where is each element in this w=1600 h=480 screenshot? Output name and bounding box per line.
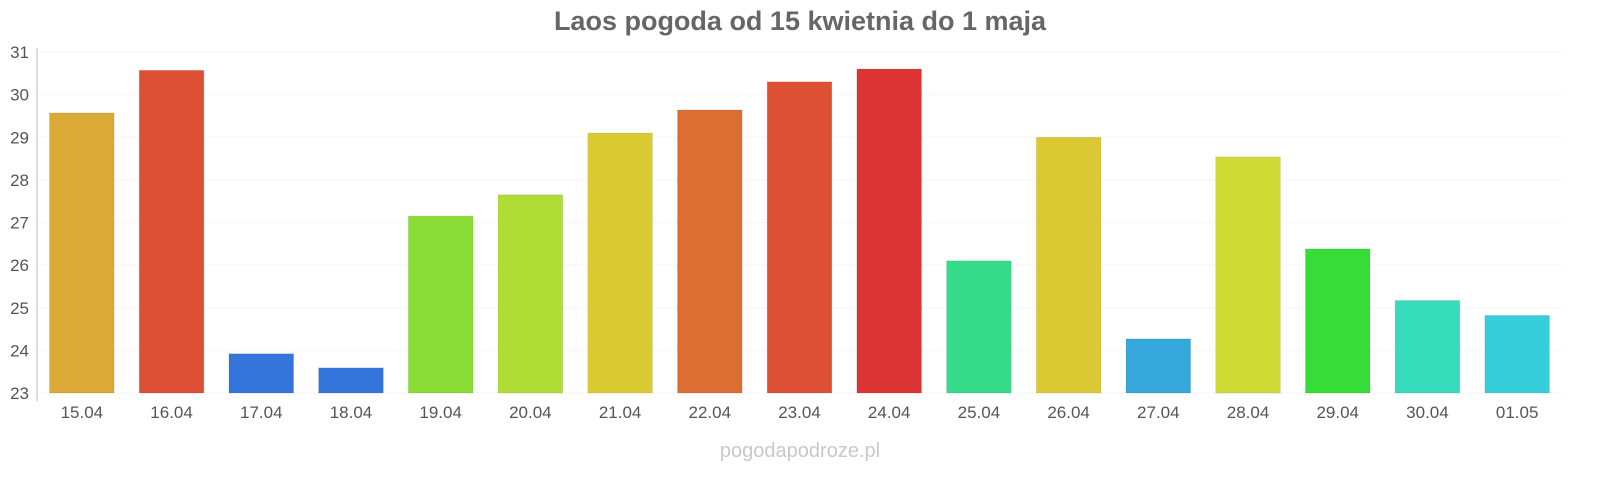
y-tick-label: 25 <box>10 299 29 318</box>
watermark: pogodapodroze.pl <box>719 440 881 462</box>
y-tick-label: 23 <box>10 384 29 403</box>
x-tick-label: 01.05 <box>1496 403 1539 422</box>
bar-26.04 <box>1035 136 1102 394</box>
bar-24.04 <box>856 68 922 394</box>
y-tick-label: 27 <box>10 214 29 233</box>
bar-20.04 <box>497 194 564 394</box>
x-tick-label: 18.04 <box>330 403 373 422</box>
y-tick-label: 28 <box>10 171 29 190</box>
x-tick-label: 24.04 <box>868 403 911 422</box>
x-tick-label: 15.04 <box>61 403 104 422</box>
bar-29.04 <box>1304 248 1371 394</box>
bar-16.04 <box>138 69 205 394</box>
x-tick-label: 30.04 <box>1406 403 1449 422</box>
bar-17.04 <box>228 353 295 394</box>
x-tick-label: 19.04 <box>419 403 462 422</box>
bar-01.05 <box>1484 314 1550 394</box>
x-tick-label: 22.04 <box>689 403 732 422</box>
x-tick-label: 26.04 <box>1047 403 1090 422</box>
y-tick-label: 26 <box>10 256 29 275</box>
bar-28.04 <box>1215 156 1281 394</box>
x-tick-label: 23.04 <box>778 403 821 422</box>
bar-27.04 <box>1125 338 1192 394</box>
x-tick-label: 27.04 <box>1137 403 1180 422</box>
x-tick-label: 21.04 <box>599 403 642 422</box>
bar-25.04 <box>946 260 1012 394</box>
bar-22.04 <box>677 109 743 394</box>
y-tick-label: 31 <box>10 43 29 62</box>
bar-19.04 <box>407 215 474 394</box>
y-tick-label: 30 <box>10 86 29 105</box>
x-tick-label: 20.04 <box>509 403 552 422</box>
bar-18.04 <box>318 367 384 394</box>
y-tick-label: 29 <box>10 128 29 147</box>
bar-21.04 <box>587 132 653 394</box>
bar-23.04 <box>766 81 833 394</box>
bar-30.04 <box>1394 300 1461 394</box>
y-tick-label: 24 <box>10 341 29 360</box>
bar-15.04 <box>49 112 115 394</box>
chart-title: Laos pogoda od 15 kwietnia do 1 maja <box>553 6 1047 36</box>
x-tick-label: 25.04 <box>958 403 1001 422</box>
x-tick-label: 16.04 <box>150 403 193 422</box>
x-tick-label: 17.04 <box>240 403 283 422</box>
x-tick-label: 28.04 <box>1227 403 1270 422</box>
x-tick-label: 29.04 <box>1316 403 1359 422</box>
